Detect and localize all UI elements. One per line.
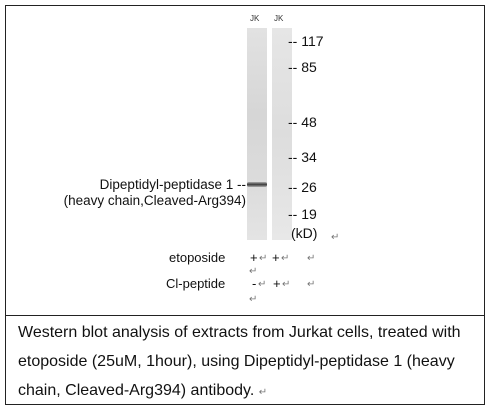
- paragraph-mark: ↵: [282, 279, 291, 290]
- lane-label-1: JK: [250, 14, 260, 23]
- paragraph-mark: ↵: [258, 387, 268, 398]
- protein-label-line1: Dipeptidyl-peptidase 1 --: [99, 177, 246, 192]
- marker-26: -- 26: [288, 179, 317, 195]
- marker-117: -- 117: [288, 33, 324, 49]
- paragraph-mark: ↵: [258, 279, 267, 290]
- marker-34: -- 34: [288, 149, 317, 165]
- peptide-label: Cl-peptide: [166, 276, 226, 291]
- marker-48: -- 48: [288, 114, 317, 130]
- protein-band: [247, 182, 267, 187]
- paragraph-mark: ↵: [259, 253, 268, 264]
- blot-lane-1: [247, 28, 267, 240]
- paragraph-mark: ↵: [307, 279, 316, 290]
- peptide-lane2: +: [273, 276, 281, 291]
- unit-label: (kD): [291, 225, 318, 241]
- paragraph-mark: ↵: [249, 266, 258, 277]
- protein-label: Dipeptidyl-peptidase 1 -- (heavy chain,C…: [34, 177, 246, 209]
- marker-85: -- 85: [288, 59, 317, 75]
- blot-lane-2: [272, 28, 292, 240]
- paragraph-mark: ↵: [307, 253, 316, 264]
- paragraph-mark: ↵: [249, 294, 258, 305]
- protein-label-line2: (heavy chain,Cleaved-Arg394): [63, 193, 246, 208]
- figure-frame: [5, 5, 485, 405]
- figure-caption: Western blot analysis of extracts from J…: [18, 318, 483, 407]
- peptide-lane1: -: [252, 276, 257, 291]
- etoposide-lane2: +: [272, 250, 280, 265]
- marker-19: -- 19: [288, 206, 317, 222]
- lane-label-2: JK: [274, 14, 284, 23]
- paragraph-mark: ↵: [281, 253, 290, 264]
- etoposide-label: etoposide: [169, 250, 226, 265]
- caption-text: Western blot analysis of extracts from J…: [18, 324, 461, 399]
- etoposide-lane1: +: [250, 250, 258, 265]
- caption-divider: [5, 315, 485, 316]
- paragraph-mark: ↵: [331, 232, 340, 243]
